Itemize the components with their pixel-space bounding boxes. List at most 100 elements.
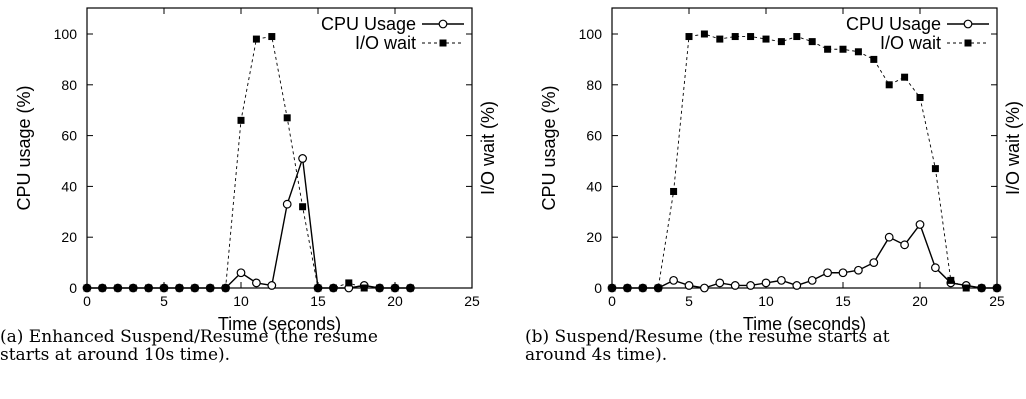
io-wait-point xyxy=(129,284,137,292)
cpu-usage-point xyxy=(884,232,894,242)
cpu-usage-point xyxy=(915,220,925,229)
cpu-usage-point xyxy=(669,275,678,285)
cpu-usage-point xyxy=(282,199,292,209)
x-axis-title: Time (seconds) xyxy=(743,314,866,334)
io-wait-point xyxy=(716,35,724,43)
x-tick-label: 15 xyxy=(310,293,326,309)
cpu-usage-point xyxy=(730,281,740,290)
y-axis-title-right: I/O wait (%) xyxy=(478,101,498,195)
y-tick-label: 40 xyxy=(586,178,602,194)
cpu-usage-point xyxy=(777,275,786,285)
y-tick-label: 20 xyxy=(61,229,77,245)
io-wait-point xyxy=(114,284,122,292)
x-tick-label: 25 xyxy=(464,293,480,309)
cpu-usage-point xyxy=(746,281,755,290)
cpu-usage-point xyxy=(251,278,261,288)
x-tick-label: 10 xyxy=(758,293,774,309)
io-wait-point xyxy=(406,284,414,292)
io-wait-point xyxy=(237,116,245,124)
cpu-usage-point xyxy=(761,278,771,288)
legend-marker xyxy=(964,39,972,47)
cpu-usage-point xyxy=(684,281,694,290)
cpu-usage-point xyxy=(807,275,817,285)
x-axis-title: Time (seconds) xyxy=(218,314,341,334)
io-wait-point xyxy=(376,284,384,292)
y-tick-label: 60 xyxy=(61,128,77,144)
io-wait-point xyxy=(962,284,970,292)
y-tick-label: 0 xyxy=(594,280,602,296)
io-wait-point xyxy=(700,30,708,38)
legend-marker xyxy=(963,19,973,29)
io-wait-point xyxy=(608,284,616,292)
y-axis-title-right: I/O wait (%) xyxy=(1003,101,1023,195)
x-tick-label: 10 xyxy=(233,293,249,309)
cpu-usage-point xyxy=(931,263,940,273)
legend-label: CPU Usage xyxy=(321,14,416,34)
io-wait-point xyxy=(824,45,832,53)
io-wait-point xyxy=(793,33,801,41)
io-wait-point xyxy=(299,203,307,211)
caption-line: starts at around 10s time). xyxy=(0,345,230,365)
x-tick-label: 0 xyxy=(83,293,91,309)
y-tick-label: 0 xyxy=(69,280,77,296)
io-wait-point xyxy=(670,187,678,195)
plot-frame xyxy=(86,7,473,289)
io-wait-point xyxy=(762,35,770,43)
y-axis-title-left: CPU usage (%) xyxy=(539,85,559,210)
io-wait-series-line xyxy=(612,33,997,289)
io-wait-point xyxy=(747,33,755,41)
cpu-usage-point xyxy=(700,283,709,293)
io-wait-point xyxy=(360,284,368,292)
io-wait-point xyxy=(731,33,739,41)
caption-line: (b) Suspend/Resume (the resume starts at xyxy=(525,327,890,347)
io-wait-point xyxy=(947,276,955,284)
y-tick-label: 100 xyxy=(54,26,78,42)
y-tick-label: 60 xyxy=(586,128,602,144)
io-wait-point xyxy=(391,284,399,292)
io-wait-point xyxy=(685,33,693,41)
io-wait-point xyxy=(345,279,353,287)
cpu-usage-point xyxy=(267,281,277,290)
io-wait-point xyxy=(283,114,291,122)
io-wait-point xyxy=(252,35,260,43)
x-tick-label: 25 xyxy=(989,293,1005,309)
cpu-usage-point xyxy=(792,281,802,290)
io-wait-point xyxy=(98,284,106,292)
cpu-usage-point xyxy=(236,268,246,278)
io-wait-point xyxy=(145,284,153,292)
caption-line: (a) Enhanced Suspend/Resume (the resume xyxy=(0,327,378,347)
y-axis-title-left: CPU usage (%) xyxy=(14,85,34,210)
chart-a: 0 5 10 15 20 25 0 20 40 60 80 100 Time (seconds) CPU … xyxy=(0,7,498,365)
io-wait-point xyxy=(623,284,631,292)
x-tick-label: 5 xyxy=(160,293,168,309)
io-wait-point xyxy=(885,81,893,89)
legend-label: CPU Usage xyxy=(846,14,941,34)
io-wait-point xyxy=(654,284,662,292)
plot-frame xyxy=(611,7,998,289)
cpu-usage-point xyxy=(838,268,848,278)
y-tick-label: 100 xyxy=(579,26,603,42)
io-wait-point xyxy=(777,38,785,46)
io-wait-point xyxy=(191,284,199,292)
caption-line: around 4s time). xyxy=(525,345,667,365)
x-tick-label: 20 xyxy=(912,293,928,309)
cpu-usage-point xyxy=(715,278,725,288)
io-wait-point xyxy=(916,94,924,101)
io-wait-point xyxy=(870,55,878,63)
io-wait-point xyxy=(854,48,862,56)
io-wait-point xyxy=(993,284,1001,292)
x-tick-label: 15 xyxy=(835,293,851,309)
y-tick-label: 80 xyxy=(61,77,77,93)
io-wait-point xyxy=(978,284,986,292)
cpu-usage-point xyxy=(854,265,863,275)
x-tick-label: 20 xyxy=(387,293,403,309)
legend-label: I/O wait xyxy=(880,33,941,53)
io-wait-point xyxy=(222,284,230,292)
cpu-usage-series-line xyxy=(87,158,411,289)
x-tick-label: 0 xyxy=(608,293,616,309)
legend-label: I/O wait xyxy=(355,33,416,53)
x-tick-label: 5 xyxy=(685,293,693,309)
cpu-usage-point xyxy=(298,154,308,163)
io-wait-point xyxy=(901,73,909,81)
